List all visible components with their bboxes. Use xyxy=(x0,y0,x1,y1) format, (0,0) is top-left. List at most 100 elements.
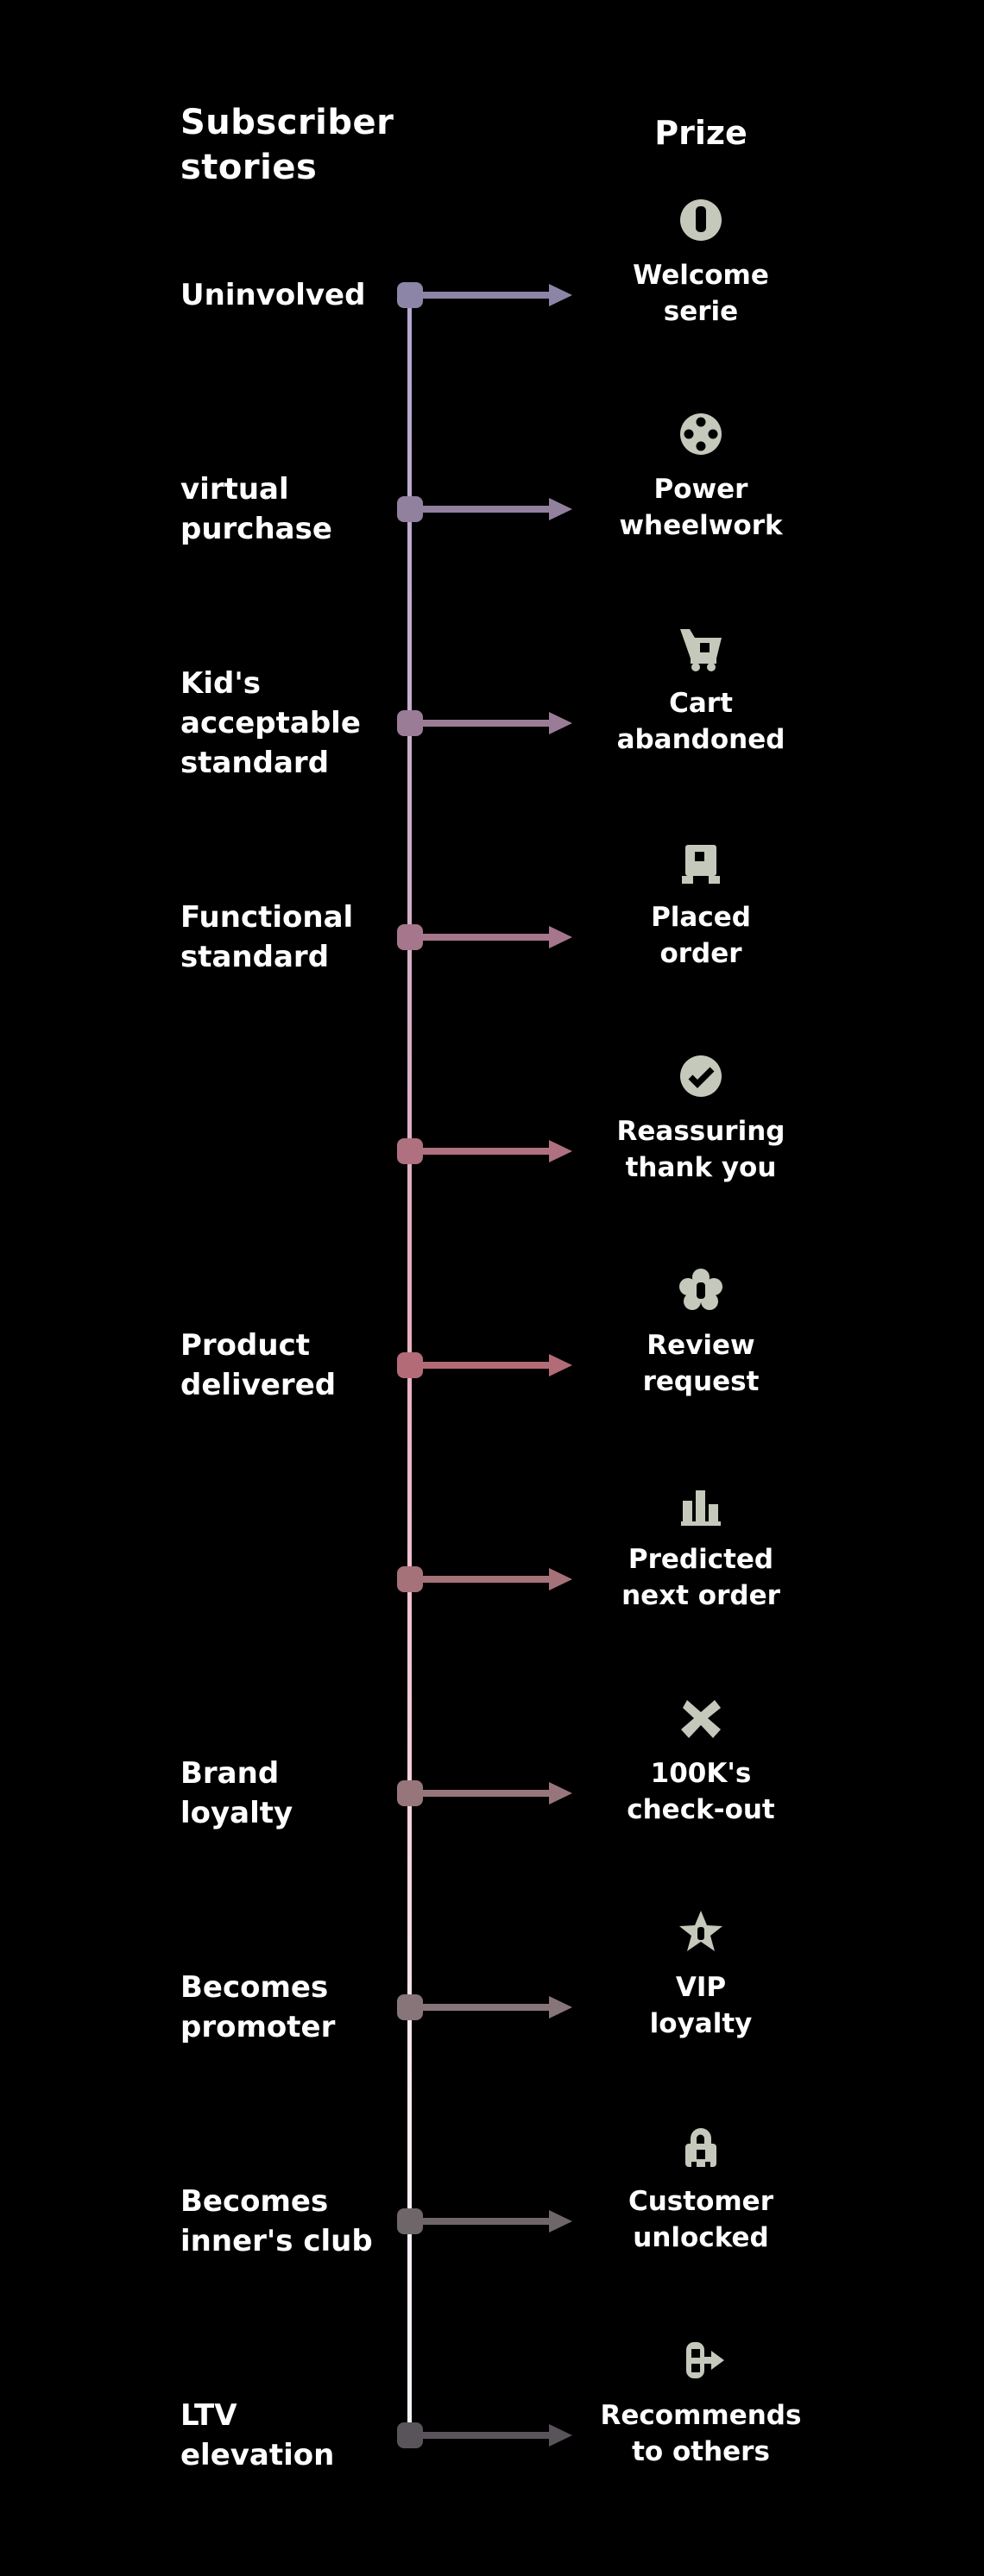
milestone-label-line: Kid's xyxy=(180,666,261,701)
reward-label-line: VIP xyxy=(675,1972,727,2003)
page-title-line-1: Subscriber xyxy=(180,103,394,142)
milestone-label-line: elevation xyxy=(180,2438,335,2472)
reward-label-line: request xyxy=(642,1366,760,1397)
arrow-head xyxy=(549,1140,572,1162)
right-column-title: Prize xyxy=(654,114,747,152)
milestone-label-line: acceptable xyxy=(180,706,361,740)
timeline-node xyxy=(397,924,423,950)
milestone-label-line: LTV xyxy=(180,2398,237,2433)
milestone-label-line: purchase xyxy=(180,512,332,546)
milestone-label-line: loyalty xyxy=(180,1796,293,1830)
milestone-label-line: inner's club xyxy=(180,2224,373,2258)
arrow-line xyxy=(413,506,551,513)
milestone-label: LTV elevation xyxy=(180,2396,334,2475)
milestone-label-line: standard xyxy=(180,940,330,974)
reward-label-line: next order xyxy=(621,1580,780,1611)
arrow-line xyxy=(413,2432,551,2439)
arrow-head xyxy=(549,926,572,948)
reward-label: 100K's check-out xyxy=(554,1755,848,1828)
reward-label: Review request xyxy=(554,1327,848,1400)
milestone-label: Product delivered xyxy=(180,1326,336,1405)
arrow-line xyxy=(413,1362,551,1369)
reward-label-line: Predicted xyxy=(628,1544,774,1575)
arrow-head xyxy=(549,1354,572,1376)
timeline-node xyxy=(397,1138,423,1164)
reward-label-line: Reassuring xyxy=(616,1116,785,1147)
film-reel-icon xyxy=(675,408,727,460)
power-icon xyxy=(675,194,727,246)
milestone-label-line: Brand xyxy=(180,1756,280,1791)
cart-icon xyxy=(675,622,727,674)
reward-label-line: loyalty xyxy=(649,2008,753,2039)
milestone-label: virtual purchase xyxy=(180,469,332,549)
reward-label-line: Review xyxy=(647,1330,755,1361)
reward-label-line: Power xyxy=(653,474,748,505)
arrow-head xyxy=(549,2424,572,2447)
milestone-label: Kid's acceptable standard xyxy=(180,664,361,783)
arrow-head xyxy=(549,1568,572,1590)
milestone-label-line: Becomes xyxy=(180,1970,329,2005)
reward-label-line: to others xyxy=(632,2436,770,2467)
arrow-line xyxy=(413,1576,551,1583)
arrow-head xyxy=(549,1996,572,2019)
arrow-head xyxy=(549,1782,572,1804)
reward-label-line: Placed xyxy=(651,902,751,933)
reward-label-line: thank you xyxy=(625,1152,777,1183)
milestone-label-line: Becomes xyxy=(180,2184,329,2219)
reward-label: Welcome serie xyxy=(554,257,848,330)
share-icon xyxy=(675,2334,727,2386)
milestone-label-line: delivered xyxy=(180,1368,337,1402)
box-icon xyxy=(675,836,727,888)
milestone-label-line: virtual xyxy=(180,472,289,507)
reward-label-line: Customer xyxy=(628,2186,773,2217)
milestone-label-line: promoter xyxy=(180,2010,336,2044)
arrow-line xyxy=(413,1148,551,1155)
reward-label-line: order xyxy=(659,938,742,969)
arrow-line xyxy=(413,1790,551,1797)
reward-label-line: Cart xyxy=(669,688,733,719)
reward-label-line: unlocked xyxy=(633,2222,769,2253)
arrow-head xyxy=(549,712,572,734)
reward-label-line: 100K's xyxy=(650,1758,752,1789)
timeline-node xyxy=(397,1780,423,1806)
milestone-label-line: Functional xyxy=(180,900,354,935)
burst-icon xyxy=(675,1692,727,1744)
page-title-line-2: stories xyxy=(180,148,318,187)
timeline-node xyxy=(397,710,423,736)
milestone-label: Functional standard xyxy=(180,898,353,977)
reward-label-line: serie xyxy=(663,296,739,327)
arrow-head xyxy=(549,2210,572,2233)
milestone-label: Becomes promoter xyxy=(180,1968,335,2047)
page-title: Subscriber stories xyxy=(180,100,394,190)
star-icon xyxy=(675,1906,727,1958)
milestone-label: Brand loyalty xyxy=(180,1754,293,1833)
reward-label: Placed order xyxy=(554,899,848,972)
reward-label-line: abandoned xyxy=(616,724,785,755)
arrow-line xyxy=(413,2218,551,2225)
arrow-line xyxy=(413,934,551,941)
lock-icon xyxy=(675,2120,727,2172)
bar-chart-icon xyxy=(675,1478,727,1530)
arrow-line xyxy=(413,720,551,727)
milestone-label: Uninvolved xyxy=(180,275,365,315)
reward-label-line: Welcome xyxy=(633,260,769,291)
flower-badge-icon xyxy=(675,1264,727,1316)
reward-label: Cart abandoned xyxy=(554,685,848,758)
reward-label: Recommends to others xyxy=(554,2397,848,2470)
timeline-node xyxy=(397,1352,423,1378)
reward-label: Power wheelwork xyxy=(554,471,848,544)
milestone-label-line: Uninvolved xyxy=(180,278,366,312)
milestone-label-line: Product xyxy=(180,1328,310,1363)
milestone-label: Becomes inner's club xyxy=(180,2182,373,2261)
timeline-node xyxy=(397,2422,423,2448)
milestone-label-line: standard xyxy=(180,746,330,780)
arrow-line xyxy=(413,292,551,299)
reward-label-line: wheelwork xyxy=(619,510,783,541)
timeline-node xyxy=(397,1994,423,2020)
arrow-head xyxy=(549,284,572,306)
reward-label-line: Recommends xyxy=(600,2400,802,2431)
reward-label: Reassuring thank you xyxy=(554,1113,848,1186)
reward-label: Customer unlocked xyxy=(554,2183,848,2256)
reward-label: Predicted next order xyxy=(554,1541,848,1614)
